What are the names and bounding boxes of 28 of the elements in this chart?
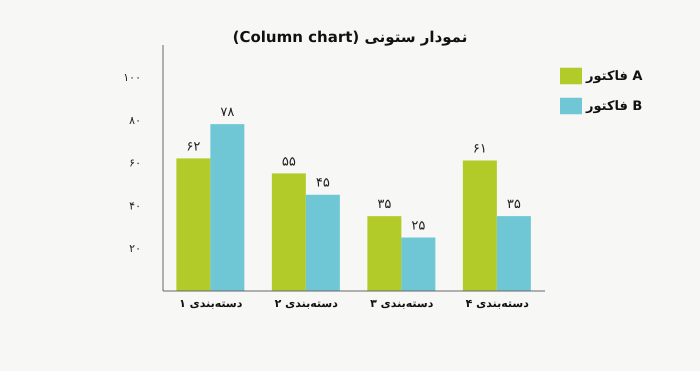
bar [462,160,497,291]
bar [176,158,210,291]
y-tick-label: ۲۰ [129,242,141,256]
data-label: ۷۸ [220,105,234,120]
legend-label: فاکتور B [586,99,642,114]
y-tick-label: ۴۰ [129,199,141,212]
data-label: ۴۵ [316,176,330,191]
legend-label: فاکتور A [586,69,642,84]
bar [401,238,436,291]
bar [367,216,402,291]
x-tick-label: دسته‌بندی ۱ [179,296,243,310]
x-tick-label: دسته‌بندی ۳ [370,296,434,310]
bar [210,124,244,291]
bar [272,173,306,291]
data-label: ۲۵ [411,218,426,234]
chart-title: نمودار ستونی (Column chart) [232,28,468,46]
data-label: ۶۱ [472,142,487,157]
data-label: ۳۵ [377,197,392,212]
x-tick-label: دسته‌بندی ۴ [466,296,530,310]
bar [306,194,340,291]
x-tick-label: دسته‌بندی ۲ [274,296,338,310]
data-label: ۵۵ [282,154,296,170]
y-tick-label: ۱۰۰ [123,70,141,84]
bar [496,216,531,291]
y-tick-label: ۸۰ [129,114,141,127]
data-label: ۳۵ [506,197,521,212]
data-label: ۶۲ [186,139,200,154]
y-tick-label: ۶۰ [129,156,141,170]
